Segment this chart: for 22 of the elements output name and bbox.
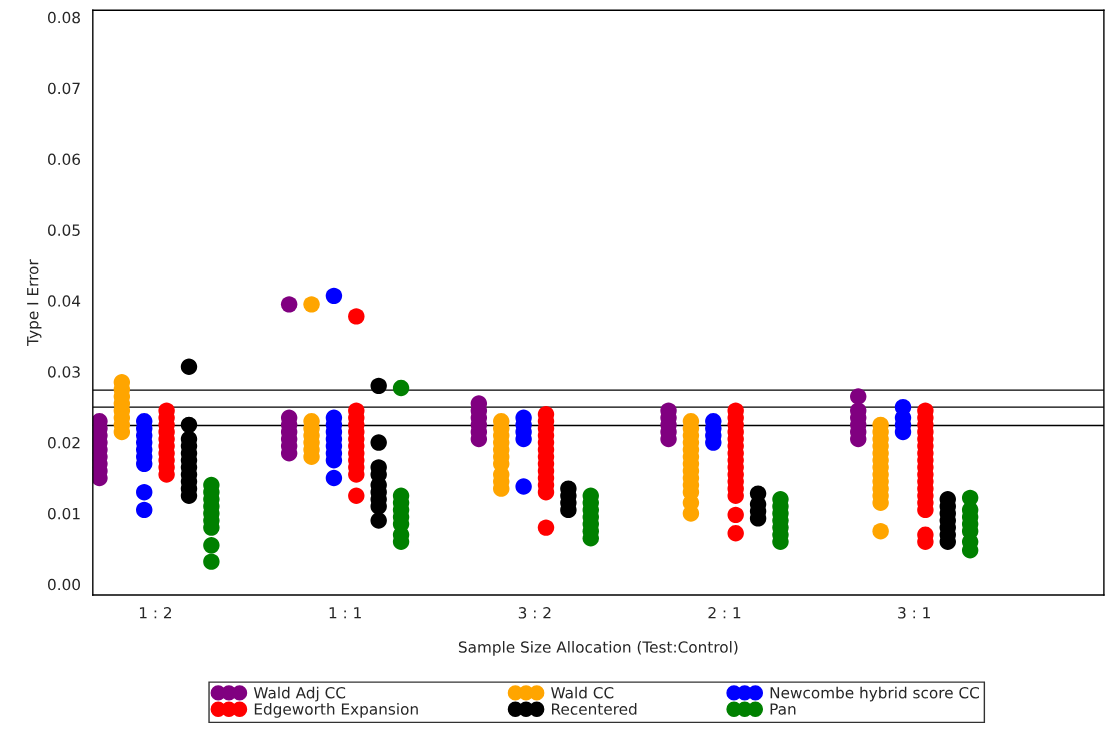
x-tick-label: 3 : 2 <box>518 607 551 619</box>
legend-label: Wald Adj CC <box>253 686 346 702</box>
y-tick-label: 0.00 <box>48 578 80 591</box>
y-tick-label: 0.04 <box>48 295 81 307</box>
y-tick-label: 0.02 <box>48 437 80 449</box>
legend-label: Recentered <box>552 702 637 715</box>
y-tick-label: 0.08 <box>48 11 80 24</box>
x-tick-label: 1 : 2 <box>139 607 172 619</box>
legend-label: Pan <box>770 703 796 715</box>
legend-label: Newcombe hybrid score CC <box>770 686 979 702</box>
y-tick-label: 0.05 <box>48 224 80 236</box>
y-tick-label: 0.07 <box>48 82 80 95</box>
y-axis-title: Type I Error <box>27 259 42 346</box>
x-tick-label: 1 : 1 <box>329 607 361 619</box>
legend-label: Edgeworth Expansion <box>254 702 418 718</box>
legend-label: Wald CC <box>551 686 614 699</box>
y-tick-label: 0.01 <box>48 507 80 520</box>
x-tick-label: 3 : 1 <box>898 607 930 619</box>
y-tick-label: 0.03 <box>48 366 80 378</box>
x-tick-label: 2 : 1 <box>708 607 741 619</box>
x-axis-title: Sample Size Allocation (Test:Control) <box>458 640 738 656</box>
y-tick-label: 0.06 <box>48 153 81 166</box>
